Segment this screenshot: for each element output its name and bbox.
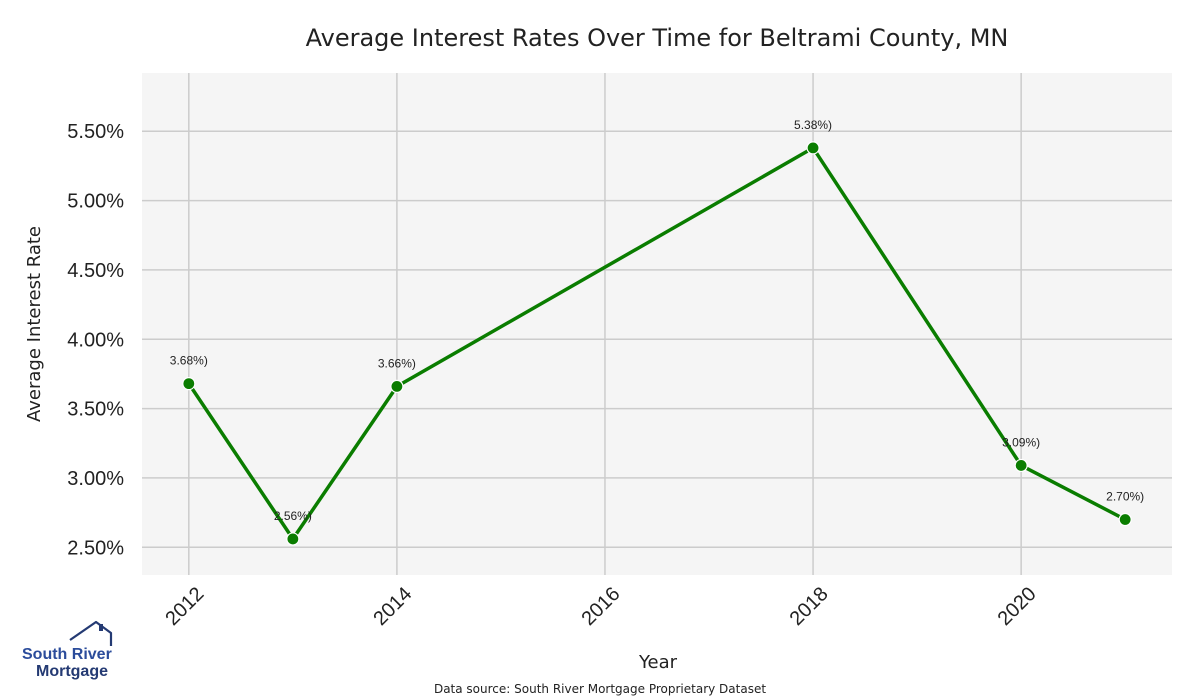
y-tick-label: 5.00% [67,191,124,213]
x-tick-label: 2020 [994,583,1041,630]
data-point [1014,458,1028,473]
data-label: 3.09%) [1002,435,1040,449]
data-point [286,532,300,546]
x-tick-label: 2018 [786,583,833,630]
chimney-icon [99,624,103,631]
y-tick-label: 2.50% [67,537,124,559]
y-tick-label: 4.50% [67,260,124,282]
y-axis-title: Average Interest Rate [24,226,45,422]
series-line [187,146,1127,541]
x-gridlines [188,73,1022,575]
data-point [390,379,404,394]
x-tick-label: 2012 [161,583,208,630]
plot-area [142,73,1172,575]
data-point [182,377,196,391]
data-label: 3.66%) [378,356,416,370]
x-axis-title: Year [638,652,678,673]
series-layer [187,146,1127,541]
data-label: 5.38%) [794,118,832,132]
y-tick-labels: 2.50% 3.00% 3.50% 4.00% 4.50% 5.00% 5.50% [67,121,124,559]
y-tick-label: 3.00% [67,468,124,490]
y-tick-label: 3.50% [67,399,124,421]
x-tick-labels: 2012 2014 2016 2018 2020 [161,583,1040,630]
logo-line1: South River [22,646,112,663]
house-roof-icon [69,620,113,646]
company-logo: South River Mortgage [22,620,113,680]
data-labels: 3.68%) 2.56%) 3.66%) 5.38%) 3.09%) 2.70%) [170,118,1144,523]
source-note: Data source: South River Mortgage Propri… [434,682,766,696]
y-tick-label: 4.00% [67,329,124,351]
data-label: 2.56%) [274,509,312,523]
data-label: 2.70%) [1106,490,1144,504]
data-point [806,141,820,155]
x-tick-label: 2014 [369,583,416,630]
x-tick-label: 2016 [577,583,624,630]
data-point [1118,512,1132,527]
data-label: 3.68%) [170,354,208,368]
y-gridlines [142,130,1172,549]
chart-title: Average Interest Rates Over Time for Bel… [306,24,1009,52]
points-layer [182,141,1132,546]
y-tick-label: 5.50% [67,121,124,143]
logo-line2: Mortgage [36,663,108,680]
